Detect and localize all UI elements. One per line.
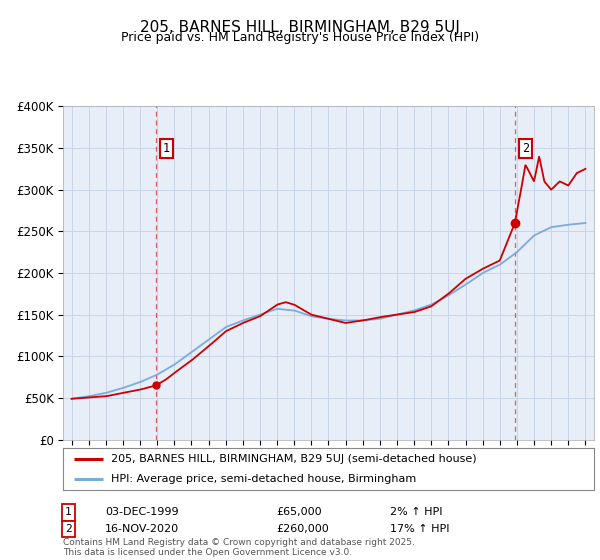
Text: Contains HM Land Registry data © Crown copyright and database right 2025.
This d: Contains HM Land Registry data © Crown c… [63, 538, 415, 557]
Text: HPI: Average price, semi-detached house, Birmingham: HPI: Average price, semi-detached house,… [111, 474, 416, 484]
Text: Price paid vs. HM Land Registry's House Price Index (HPI): Price paid vs. HM Land Registry's House … [121, 31, 479, 44]
Text: 03-DEC-1999: 03-DEC-1999 [105, 507, 179, 517]
Text: 1: 1 [65, 507, 71, 517]
Text: 16-NOV-2020: 16-NOV-2020 [105, 524, 179, 534]
Text: 2: 2 [522, 142, 529, 155]
Text: £65,000: £65,000 [276, 507, 322, 517]
Text: 17% ↑ HPI: 17% ↑ HPI [390, 524, 449, 534]
Text: 1: 1 [163, 142, 170, 155]
Text: 2% ↑ HPI: 2% ↑ HPI [390, 507, 443, 517]
Text: 205, BARNES HILL, BIRMINGHAM, B29 5UJ (semi-detached house): 205, BARNES HILL, BIRMINGHAM, B29 5UJ (s… [111, 454, 476, 464]
Text: 205, BARNES HILL, BIRMINGHAM, B29 5UJ: 205, BARNES HILL, BIRMINGHAM, B29 5UJ [140, 20, 460, 35]
Text: £260,000: £260,000 [276, 524, 329, 534]
Text: 2: 2 [65, 524, 71, 534]
